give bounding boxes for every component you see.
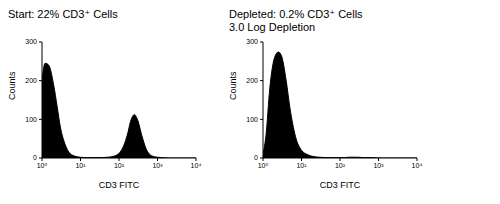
svg-text:CD3 FITC: CD3 FITC	[99, 180, 140, 188]
svg-text:200: 200	[25, 77, 37, 84]
html-text:Depleted: 0.2% CD3⁺ Cells: Depleted: 0.2% CD3⁺ Cells	[229, 8, 363, 20]
html-text:3.0 Log Depletion: 3.0 Log Depletion	[229, 21, 316, 33]
svg-text:10¹: 10¹	[75, 162, 86, 169]
svg-text:10³: 10³	[373, 162, 384, 169]
svg-text:10⁴: 10⁴	[412, 162, 423, 169]
svg-text:10⁰: 10⁰	[258, 162, 269, 169]
svg-text:300: 300	[246, 38, 258, 45]
svg-text:10²: 10²	[335, 162, 346, 169]
svg-text:10³: 10³	[152, 162, 163, 169]
svg-text:0: 0	[33, 154, 37, 161]
svg-text:10¹: 10¹	[296, 162, 307, 169]
svg-text:Counts: Counts	[8, 71, 17, 100]
svg-text:100: 100	[246, 116, 258, 123]
svg-text:10⁰: 10⁰	[37, 162, 48, 169]
svg-text:10²: 10²	[114, 162, 125, 169]
html-text:Start: 22% CD3⁺ Cells: Start: 22% CD3⁺ Cells	[8, 8, 118, 20]
svg-text:300: 300	[25, 38, 37, 45]
svg-text:200: 200	[246, 77, 258, 84]
svg-text:CD3 FITC: CD3 FITC	[320, 180, 361, 188]
svg-text:100: 100	[25, 116, 37, 123]
svg-text:10⁴: 10⁴	[191, 162, 202, 169]
svg-text:Counts: Counts	[229, 71, 238, 100]
svg-text:0: 0	[254, 154, 258, 161]
